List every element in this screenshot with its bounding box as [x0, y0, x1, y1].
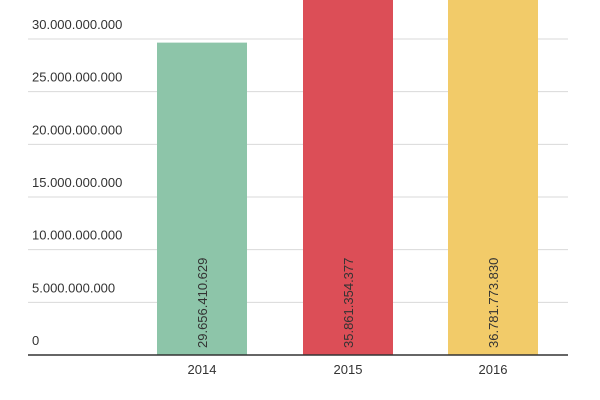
data-labels: 29.656.410.629 35.861.354.377 36.781.773.8… [195, 258, 501, 348]
data-label: 29.656.410.629 [195, 258, 210, 348]
bar-2015 [303, 0, 393, 355]
bar-2016 [448, 0, 538, 356]
y-tick-label: 10.000.000.000 [32, 228, 122, 243]
data-label: 35.861.354.377 [341, 258, 356, 348]
x-category-label: 2015 [334, 362, 363, 377]
y-axis-ticks: 0 5.000.000.000 10.000.000.000 15.000.000.0… [32, 17, 122, 348]
y-tick-label: 25.000.000.000 [32, 70, 122, 85]
x-category-label: 2016 [479, 362, 508, 377]
y-tick-label: 5.000.000.000 [32, 280, 115, 295]
bar-2014 [157, 42, 247, 355]
data-label: 36.781.773.830 [486, 258, 501, 348]
y-tick-label: 15.000.000.000 [32, 175, 122, 190]
y-tick-label: 20.000.000.000 [32, 122, 122, 137]
y-tick-label: 0 [32, 333, 39, 348]
bars [157, 0, 538, 356]
x-axis-categories: 2014 2015 2016 [188, 362, 508, 377]
x-category-label: 2014 [188, 362, 217, 377]
y-tick-label: 30.000.000.000 [32, 17, 122, 32]
